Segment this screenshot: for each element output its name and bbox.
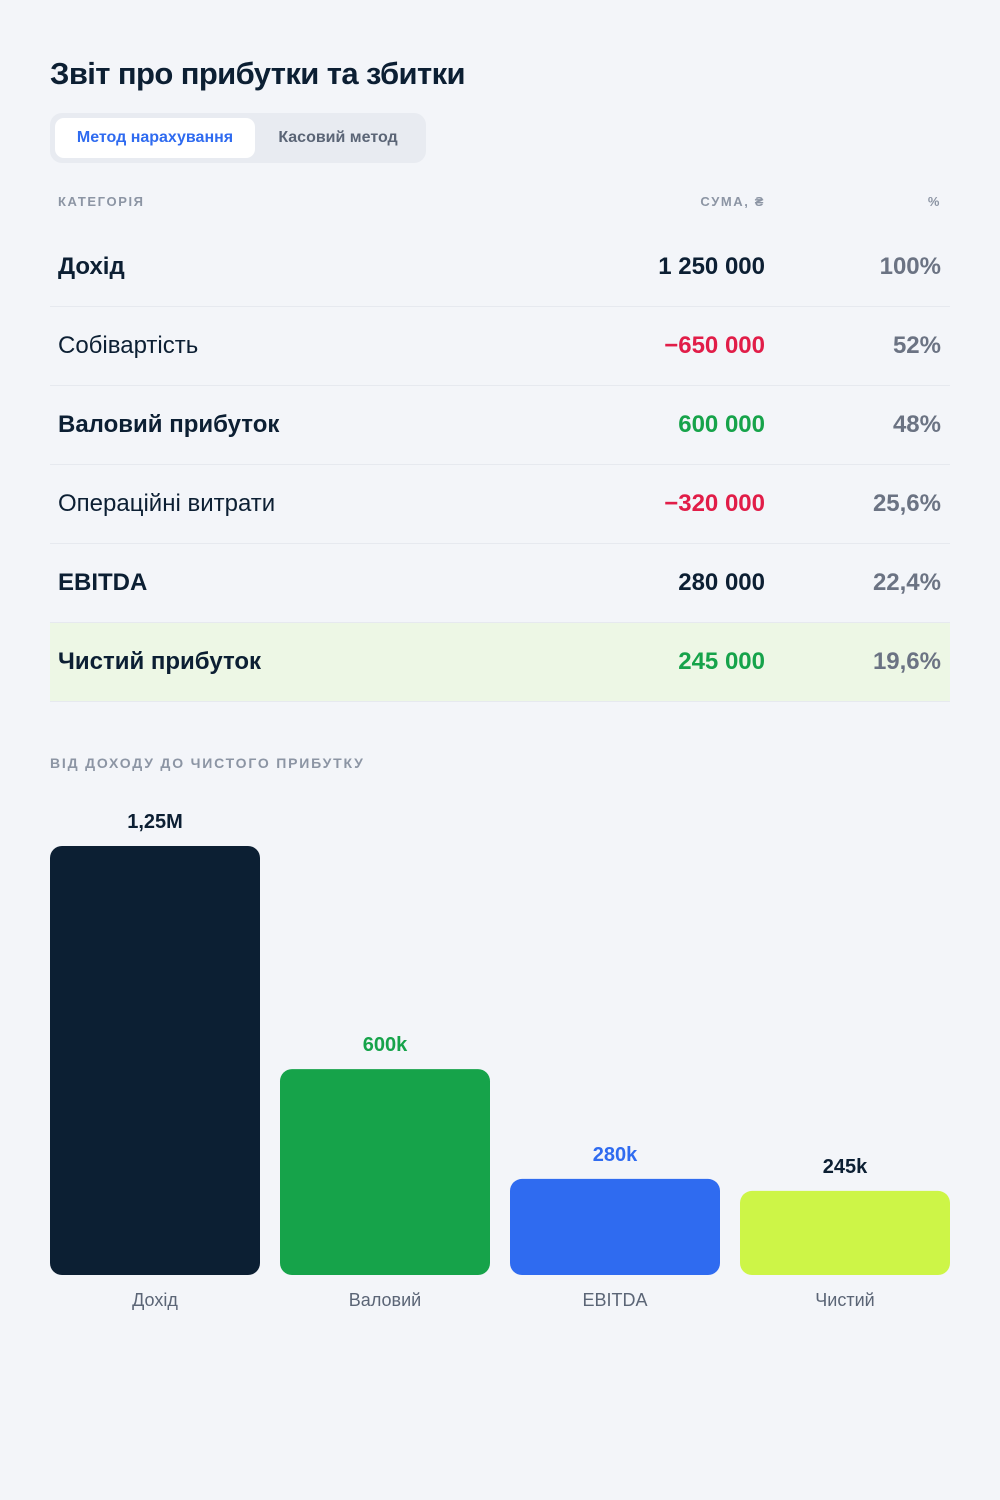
chart-section-label: ВІД ДОХОДУ ДО ЧИСТОГО ПРИБУТКУ	[50, 755, 365, 771]
tab-accrual-method[interactable]: Метод нарахування	[55, 118, 255, 158]
bar-category-label: Дохід	[132, 1290, 178, 1310]
tab-cash-method[interactable]: Касовий метод	[278, 129, 398, 146]
table-row: Чистий прибуток 245 000 19,6%	[50, 623, 950, 702]
row-category: Операційні витрати	[58, 490, 276, 517]
bar-1	[280, 1069, 490, 1275]
bar-value-label: 1,25M	[127, 811, 183, 833]
row-amount: −320 000	[664, 490, 765, 517]
bar-0	[50, 846, 260, 1275]
table-row: Дохід 1 250 000 100%	[50, 228, 950, 307]
method-tabs: Метод нарахування Касовий метод	[50, 113, 426, 163]
row-category: Собівартість	[58, 332, 199, 359]
row-amount: 245 000	[678, 648, 765, 675]
bar-value-label: 280k	[593, 1144, 638, 1166]
row-amount: 280 000	[678, 569, 765, 596]
table-row: Собівартість −650 000 52%	[50, 307, 950, 386]
bar-value-label: 600k	[363, 1034, 408, 1056]
row-percent: 25,6%	[872, 490, 941, 517]
header-amount: СУМА, ₴	[700, 194, 765, 209]
header-category: КАТЕГОРІЯ	[58, 194, 145, 209]
row-percent: 22,4%	[872, 569, 941, 596]
page-title: Звіт про прибутки та збитки	[50, 56, 466, 91]
row-percent: 19,6%	[872, 648, 941, 675]
table-row: Операційні витрати −320 000 25,6%	[50, 465, 950, 544]
bar-3	[740, 1190, 950, 1275]
bar-category-label: Чистий	[815, 1290, 874, 1310]
row-amount: −650 000	[664, 332, 765, 359]
bar-category-label: EBITDA	[582, 1290, 647, 1310]
profit-bar-chart: 1,25M Дохід 600k Валовий 280k EBITDA 245k Чисти…	[50, 811, 950, 1310]
table-row: EBITDA 280 000 22,4%	[50, 544, 950, 623]
row-category: EBITDA	[58, 569, 148, 596]
row-percent: 100%	[879, 253, 941, 280]
row-category: Чистий прибуток	[58, 648, 262, 675]
row-amount: 1 250 000	[658, 253, 765, 280]
table-header: КАТЕГОРІЯ СУМА, ₴ %	[50, 192, 950, 214]
bar-value-label: 245k	[823, 1156, 868, 1178]
row-amount: 600 000	[678, 411, 765, 438]
header-percent: %	[927, 194, 941, 209]
row-percent: 52%	[892, 332, 941, 359]
row-percent: 48%	[892, 411, 941, 438]
row-category: Валовий прибуток	[58, 411, 280, 438]
table-row: Валовий прибуток 600 000 48%	[50, 386, 950, 465]
pnl-table: Дохід 1 250 000 100% Собівартість −650 0…	[50, 228, 950, 702]
bar-2	[510, 1178, 720, 1275]
row-category: Дохід	[58, 253, 125, 280]
bar-category-label: Валовий	[349, 1290, 421, 1310]
